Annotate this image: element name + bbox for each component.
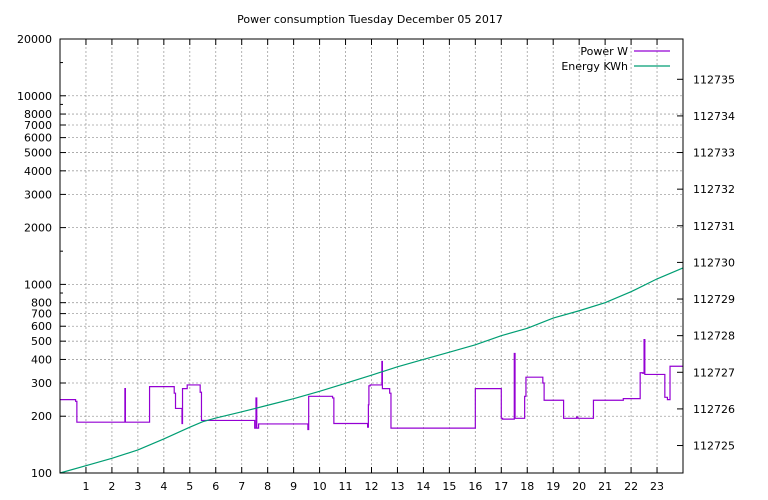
x-tick-label: 8 [264,480,271,493]
plot-frame [59,38,684,474]
grid-lines [60,39,683,473]
y-left-tick-label: 3000 [24,188,52,201]
x-tick-label: 3 [134,480,141,493]
x-tick-label: 11 [339,480,353,493]
x-tick-label: 16 [468,480,482,493]
x-tick-label: 15 [442,480,456,493]
y-right-tick-label: 112727 [693,366,735,379]
x-tick-label: 10 [313,480,327,493]
y-left-tick-label: 100 [31,467,52,480]
y-left-tick-label: 500 [31,335,52,348]
y-right-tick-label: 112733 [693,147,735,160]
y-left-tick-label: 800 [31,297,52,310]
x-tick-label: 13 [390,480,404,493]
legend-label: Energy KWh [561,60,628,73]
x-tick-label: 18 [520,480,534,493]
x-tick-label: 7 [238,480,245,493]
y-right-tick-label: 112732 [693,183,735,196]
x-tick-label: 17 [494,480,508,493]
y-right-tick-label: 112729 [693,293,735,306]
y-left-tick-label: 6000 [24,132,52,145]
y-left-tick-label: 400 [31,353,52,366]
y-right-tick-label: 112726 [693,403,735,416]
y-left-tick-label: 600 [31,320,52,333]
y-right-tick-label: 112731 [693,220,735,233]
y-left-tick-label: 4000 [24,165,52,178]
y-left-tick-label: 300 [31,377,52,390]
y-left-tick-label: 1000 [24,278,52,291]
data-series [59,267,684,474]
y-right-tick-label: 112734 [693,110,735,123]
x-tick-label: 12 [365,480,379,493]
x-tick-label: 6 [212,480,219,493]
legend-label: Power W [580,45,628,58]
series-line-power-w [60,338,683,431]
y-left-tick-label: 200 [31,410,52,423]
y-left-tick-label: 8000 [24,108,52,121]
x-tick-label: 19 [546,480,560,493]
y-right-tick-label: 112730 [693,256,735,269]
chart-title: Power consumption Tuesday December 05 20… [237,13,503,26]
x-tick-label: 1 [82,480,89,493]
x-tick-label: 22 [624,480,638,493]
y-left-tick-label: 20000 [17,33,52,46]
series-line-energy-kwh [59,267,684,474]
y-left-tick-label: 7000 [24,119,52,132]
x-tick-label: 4 [160,480,167,493]
x-tick-label: 9 [290,480,297,493]
y-left-tick-label: 2000 [24,222,52,235]
y-left-tick-label: 700 [31,308,52,321]
x-tick-label: 20 [572,480,586,493]
x-tick-label: 23 [650,480,664,493]
x-tick-label: 2 [108,480,115,493]
y-left-tick-label: 5000 [24,147,52,160]
y-left-tick-label: 10000 [17,90,52,103]
x-tick-label: 14 [416,480,430,493]
axes: 1 2 3 4 5 6 7 8 9 10 11 12 13 14 15 16 17 18 19 20 21 22 23100… [17,33,735,493]
x-tick-label: 5 [186,480,193,493]
y-right-tick-label: 112735 [693,73,735,86]
x-tick-label: 21 [598,480,612,493]
y-right-tick-label: 112728 [693,330,735,343]
y-right-tick-label: 112725 [693,440,735,453]
legend: Power W Energy KWh [561,45,670,73]
